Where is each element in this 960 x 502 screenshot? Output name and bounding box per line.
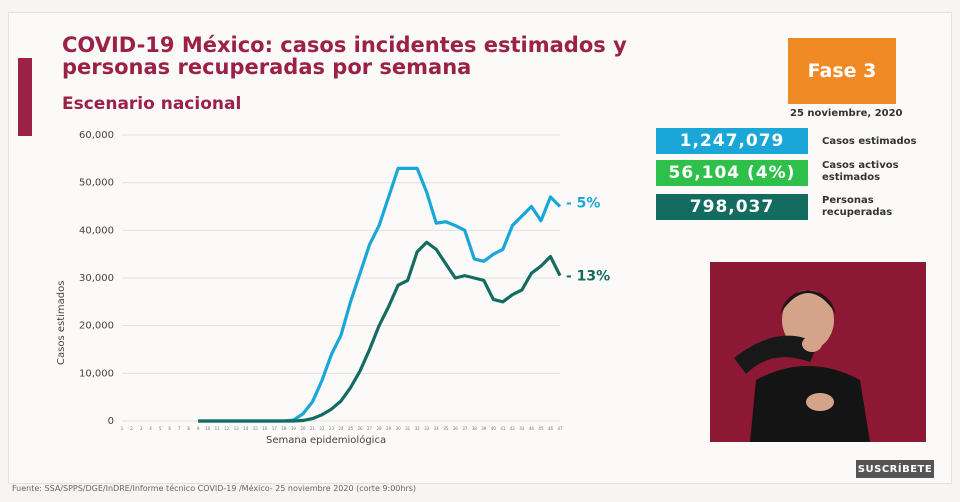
x-tick-label: 6 bbox=[168, 426, 171, 431]
x-tick-label: 38 bbox=[472, 426, 478, 431]
source-footer: Fuente: SSA/SPPS/DGE/InDRE/Informe técni… bbox=[12, 484, 417, 493]
x-tick-label: 2 bbox=[130, 426, 133, 431]
x-tick-label: 19 bbox=[291, 426, 297, 431]
stat-cases-value: 1,247,079 bbox=[656, 128, 808, 154]
subscribe-button[interactable]: SUSCRÍBETE bbox=[856, 460, 934, 478]
x-tick-label: 8 bbox=[187, 426, 190, 431]
x-axis-label: Semana epidemiológica bbox=[266, 434, 386, 446]
interpreter-hand-lower-icon bbox=[806, 393, 834, 411]
x-tick-label: 39 bbox=[481, 426, 487, 431]
x-tick-label: 20 bbox=[300, 426, 306, 431]
x-tick-label: 40 bbox=[491, 426, 497, 431]
x-tick-label: 34 bbox=[434, 426, 440, 431]
x-tick-label: 45 bbox=[538, 426, 544, 431]
x-tick-label: 18 bbox=[281, 426, 287, 431]
x-tick-label: 46 bbox=[548, 426, 554, 431]
series-line-1 bbox=[198, 240, 562, 423]
interpreter-face-icon bbox=[782, 290, 834, 350]
x-tick-label: 43 bbox=[519, 426, 525, 431]
stat-cases-label: Casos estimados bbox=[822, 136, 917, 147]
x-tick-label: 30 bbox=[396, 426, 402, 431]
y-tick-label: 20,000 bbox=[79, 321, 114, 332]
y-axis-ticks: 0 10,000 20,000 30,000 40,000 50,000 60,000 bbox=[79, 130, 114, 427]
x-tick-label: 32 bbox=[415, 426, 421, 431]
chart-subtitle: Escenario nacional bbox=[62, 94, 242, 114]
x-tick-label: 15 bbox=[253, 426, 259, 431]
x-tick-label: 12 bbox=[224, 426, 230, 431]
x-tick-label: 28 bbox=[377, 426, 383, 431]
x-tick-label: 17 bbox=[272, 426, 278, 431]
stat-active-value: 56,104 (4%) bbox=[656, 160, 808, 186]
x-tick-label: 23 bbox=[329, 426, 335, 431]
x-tick-label: 4 bbox=[149, 426, 152, 431]
x-tick-label: 5 bbox=[159, 426, 162, 431]
y-axis-label: Casos estimados bbox=[56, 281, 67, 365]
x-tick-label: 7 bbox=[178, 426, 181, 431]
x-tick-label: 26 bbox=[357, 426, 363, 431]
x-tick-label: 10 bbox=[205, 426, 211, 431]
x-tick-label: 3 bbox=[140, 426, 143, 431]
y-tick-label: 30,000 bbox=[79, 273, 114, 284]
x-tick-label: 16 bbox=[262, 426, 268, 431]
stat-active-label: Casos activos estimados bbox=[822, 160, 899, 183]
sign-language-interpreter bbox=[710, 262, 926, 442]
series-lines bbox=[198, 166, 562, 423]
x-tick-label: 36 bbox=[453, 426, 459, 431]
x-tick-label: 9 bbox=[197, 426, 200, 431]
x-tick-label: 11 bbox=[215, 426, 221, 431]
x-tick-label: 44 bbox=[529, 426, 535, 431]
series-end-label-0: - 5% bbox=[566, 196, 600, 212]
phase-date: 25 noviembre, 2020 bbox=[790, 108, 903, 119]
chart-grid bbox=[122, 134, 560, 422]
x-tick-label: 33 bbox=[424, 426, 430, 431]
y-tick-label: 40,000 bbox=[79, 225, 114, 236]
x-tick-label: 41 bbox=[500, 426, 506, 431]
x-tick-label: 24 bbox=[338, 426, 344, 431]
accent-bar bbox=[18, 58, 32, 136]
chart-title: COVID-19 México: casos incidentes estima… bbox=[62, 33, 627, 79]
x-tick-label: 31 bbox=[405, 426, 411, 431]
x-tick-label: 25 bbox=[348, 426, 354, 431]
x-axis-ticks: 1 2 3 4 5 6 7 8 9 10 11 12 13 14 15 16 17 18 19 20 21 22 23 24 2… bbox=[121, 426, 563, 431]
x-tick-label: 37 bbox=[462, 426, 468, 431]
x-tick-label: 35 bbox=[443, 426, 449, 431]
interpreter-hair-icon bbox=[780, 290, 836, 314]
series-line-0 bbox=[198, 166, 562, 423]
x-tick-label: 21 bbox=[310, 426, 316, 431]
x-tick-label: 29 bbox=[386, 426, 392, 431]
stat-recovered-value: 798,037 bbox=[656, 194, 808, 220]
y-tick-label: 0 bbox=[108, 416, 114, 427]
x-tick-label: 47 bbox=[557, 426, 563, 431]
stat-recovered-label: Personas recuperadas bbox=[822, 195, 893, 218]
x-tick-label: 42 bbox=[510, 426, 516, 431]
series-end-label-1: - 13% bbox=[566, 269, 610, 285]
x-tick-label: 22 bbox=[319, 426, 325, 431]
x-tick-label: 14 bbox=[243, 426, 249, 431]
y-tick-label: 60,000 bbox=[79, 130, 114, 141]
interpreter-arm-icon bbox=[734, 335, 818, 374]
y-tick-label: 10,000 bbox=[79, 368, 114, 379]
x-tick-label: 27 bbox=[367, 426, 373, 431]
series-end-labels: - 5% - 13% bbox=[566, 196, 610, 285]
y-tick-label: 50,000 bbox=[79, 178, 114, 189]
interpreter-hand-icon bbox=[802, 336, 822, 352]
phase-badge: Fase 3 bbox=[788, 38, 896, 104]
x-tick-label: 13 bbox=[234, 426, 240, 431]
x-tick-label: 1 bbox=[121, 426, 124, 431]
